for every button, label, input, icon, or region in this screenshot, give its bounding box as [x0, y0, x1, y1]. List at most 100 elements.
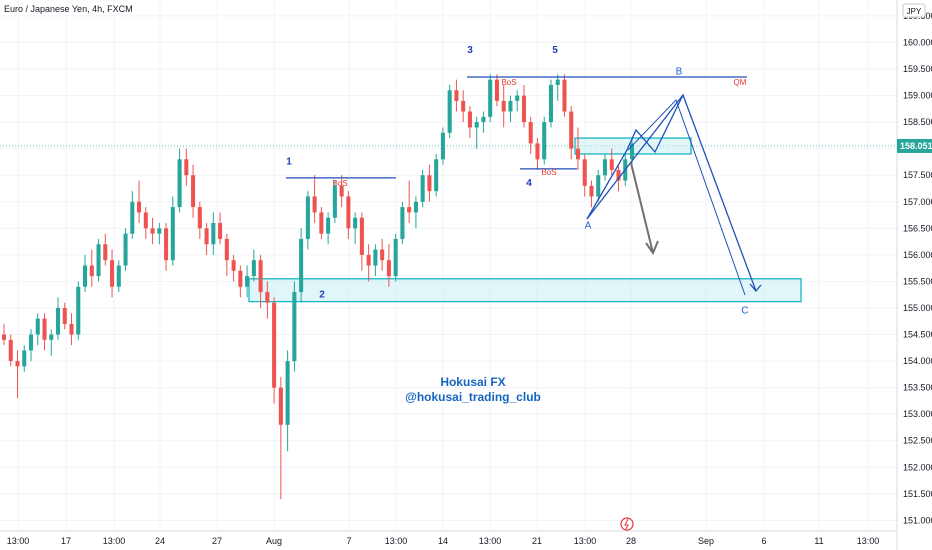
- candle-body: [312, 196, 317, 213]
- candle-body: [184, 159, 189, 176]
- projected-path-abc: [586, 93, 757, 292]
- bearish-arrow-head: [645, 240, 659, 256]
- candle-body: [555, 79, 560, 85]
- candle-body: [191, 175, 196, 208]
- flash-icon-bolt: [624, 518, 629, 530]
- candle-body: [427, 175, 432, 192]
- candle-body: [589, 185, 594, 197]
- time-axis[interactable]: 13:00 17 13:00 24 27 Aug 7 13:00 14 13:00 21 13:00 2…: [7, 536, 880, 546]
- candle-body: [116, 265, 121, 287]
- projected-path-short: [586, 94, 684, 220]
- candle-body: [251, 260, 256, 277]
- candle-body: [326, 217, 331, 234]
- time-tick-label: 28: [626, 536, 636, 546]
- candle-body: [69, 323, 74, 335]
- wave-label: 1: [286, 157, 292, 168]
- candle-body: [245, 276, 250, 287]
- candle-body: [447, 90, 452, 133]
- price-tag-bg: [897, 138, 932, 153]
- annotation-labels: 1 2 3 4 5 A B C BoS BoS BoS QM: [286, 45, 748, 316]
- time-tick-label: 17: [61, 536, 71, 546]
- time-tick-label: 13:00: [385, 536, 408, 546]
- candle-body: [272, 302, 277, 388]
- candle-body: [164, 228, 169, 261]
- candle-body: [393, 238, 398, 277]
- price-tick-label: 154.000: [903, 356, 932, 366]
- price-tag-label: 158.051: [900, 141, 932, 151]
- candle-body: [8, 339, 13, 362]
- candle-body: [55, 307, 61, 335]
- path-arrowhead: [749, 283, 762, 293]
- candle-body: [467, 111, 472, 128]
- price-tick-label: 156.500: [903, 223, 932, 233]
- candles: [1, 74, 635, 500]
- candle-body: [238, 270, 243, 287]
- bos-label: BoS: [541, 168, 556, 177]
- price-tick-label: 157.000: [903, 197, 932, 207]
- candle-body: [137, 201, 142, 213]
- price-axis-bg: [897, 0, 932, 550]
- time-tick-label: 7: [346, 536, 351, 546]
- abc-label: B: [676, 66, 683, 77]
- candle-body: [170, 207, 175, 261]
- current-price-tag: 158.051: [897, 138, 932, 153]
- candle-body: [521, 95, 526, 123]
- candle-body: [224, 238, 229, 261]
- candle-body: [548, 84, 553, 123]
- candle-body: [15, 361, 20, 367]
- candle-body: [89, 265, 94, 277]
- candle-body: [319, 212, 324, 234]
- price-tick-label: 156.000: [903, 250, 932, 260]
- time-tick-label: 13:00: [857, 536, 880, 546]
- price-tick-label: 159.500: [903, 64, 932, 74]
- candle-body: [454, 90, 459, 101]
- candle-body: [62, 307, 67, 324]
- flash-icon[interactable]: [620, 517, 634, 531]
- candle-body: [22, 350, 27, 367]
- price-tick-label: 160.000: [903, 37, 932, 47]
- bos-label: BoS: [501, 78, 516, 87]
- abc-label: C: [741, 305, 748, 316]
- drawings: [286, 76, 762, 296]
- candle-body: [110, 260, 115, 287]
- candle-body: [265, 292, 270, 303]
- time-tick-label: 11: [814, 536, 823, 546]
- candle-body: [420, 175, 425, 202]
- candle-body: [413, 201, 418, 213]
- candle-body: [150, 228, 155, 234]
- candle-body: [380, 249, 385, 261]
- time-tick-label: 14: [438, 536, 448, 546]
- candle-body: [609, 159, 614, 170]
- candle-body: [332, 185, 337, 218]
- price-tick-label: 157.500: [903, 170, 932, 180]
- candle-body: [197, 207, 202, 229]
- candle-body: [575, 148, 581, 160]
- candle-body: [103, 244, 108, 261]
- candle-body: [299, 238, 304, 293]
- candle-body: [359, 217, 364, 255]
- price-tick-label: 159.000: [903, 91, 932, 101]
- time-tick-label: Sep: [698, 536, 714, 546]
- candle-body: [157, 228, 162, 234]
- candle-body: [434, 159, 439, 192]
- wave-label: 4: [526, 178, 532, 189]
- candle-body: [596, 175, 601, 197]
- price-tick-label: 158.500: [903, 117, 932, 127]
- symbol-title: Euro / Japanese Yen, 4h, FXCM: [4, 4, 133, 14]
- currency-box[interactable]: [902, 3, 926, 18]
- candle-body: [407, 207, 412, 213]
- wave-label: 5: [552, 45, 558, 56]
- candle-body: [285, 361, 290, 425]
- candle-body: [143, 212, 148, 229]
- time-tick-label: 13:00: [479, 536, 502, 546]
- candle-body: [83, 265, 88, 287]
- watermark-handle: @hokusai_trading_club: [405, 390, 541, 404]
- candle-body: [373, 249, 378, 266]
- candle-body: [386, 260, 391, 277]
- price-tick-label: 155.000: [903, 303, 932, 313]
- candle-body: [49, 334, 54, 340]
- bearish-arrow-line: [630, 162, 654, 254]
- wave-label: 3: [467, 45, 473, 56]
- candle-body: [616, 169, 621, 181]
